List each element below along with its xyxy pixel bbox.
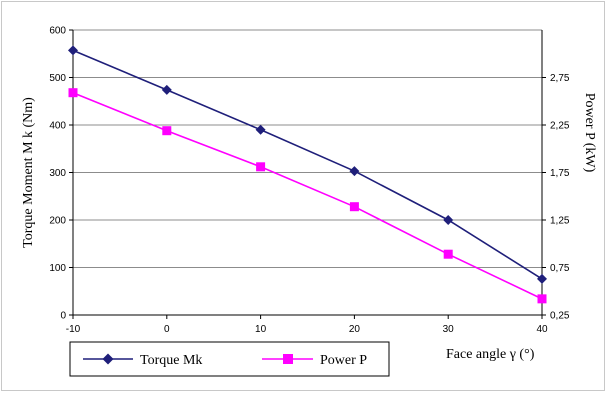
y-right-tick-label: 1,25 xyxy=(550,216,570,227)
gridlines xyxy=(73,29,542,268)
data-point-power xyxy=(349,202,359,212)
y-right-tick-label: 1,75 xyxy=(550,168,570,179)
series-line-0 xyxy=(72,49,543,280)
y-right-tick-label: 0,25 xyxy=(550,311,570,322)
x-tick-label: 10 xyxy=(255,324,267,335)
y-left-tick-label: 200 xyxy=(49,216,66,227)
y-left-tick-label: 300 xyxy=(49,168,66,179)
y-left-tick-label: 500 xyxy=(49,73,66,84)
y-right-tick-label: 2,75 xyxy=(550,73,570,84)
data-point-power xyxy=(443,249,453,259)
data-point-torque xyxy=(349,166,360,177)
x-tick-label: 30 xyxy=(443,324,455,335)
legend-label-torque: Torque Mk xyxy=(140,353,202,368)
series-line-1 xyxy=(72,91,543,300)
y-left-tick-label: 0 xyxy=(60,311,66,322)
y-right-tick-label: 2,25 xyxy=(550,121,570,132)
legend: Torque Mk Power P xyxy=(69,341,390,377)
data-point-torque xyxy=(537,273,547,284)
axes xyxy=(69,29,546,319)
legend-marker-torque xyxy=(102,353,114,365)
data-point-torque xyxy=(68,45,78,56)
x-axis-title: Face angle γ (°) xyxy=(446,347,535,362)
y-axis-left-title: Torque Moment M k (Nm) xyxy=(21,97,36,248)
data-point-power xyxy=(256,162,266,172)
x-tick-label: 0 xyxy=(164,324,170,335)
y-axis-right-title: Power P (kW) xyxy=(582,93,597,173)
series-layer xyxy=(68,45,547,304)
y-right-tick-label: 0,75 xyxy=(550,263,570,274)
legend-label-power: Power P xyxy=(320,353,367,368)
data-point-power xyxy=(68,88,78,98)
y-left-tick-label: 100 xyxy=(49,263,66,274)
y-left-tick-label: 400 xyxy=(49,121,66,132)
data-point-torque xyxy=(161,84,172,95)
x-tick-label: 40 xyxy=(536,324,548,335)
x-tick-label: 20 xyxy=(349,324,361,335)
data-point-power xyxy=(537,294,547,304)
y-left-tick-label: 600 xyxy=(49,26,66,37)
x-tick-label: -10 xyxy=(66,324,81,335)
tick-labels: 01002003004005006000,250,751,251,752,252… xyxy=(49,26,570,336)
data-point-torque xyxy=(255,124,266,135)
data-point-torque xyxy=(443,215,454,225)
legend-marker-power xyxy=(283,354,293,364)
data-point-power xyxy=(162,126,172,136)
